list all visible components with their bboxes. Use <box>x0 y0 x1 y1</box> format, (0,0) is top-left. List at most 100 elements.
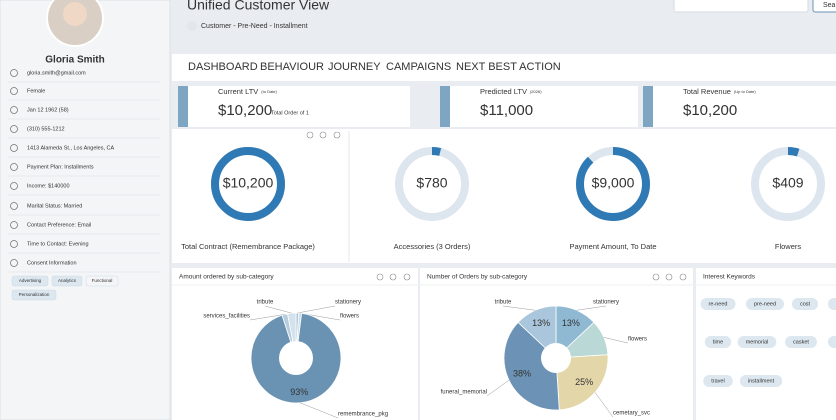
slice-label: tribute <box>495 300 512 306</box>
pie-hole <box>279 341 313 375</box>
profile-field: Jan 12 1962 (58) <box>27 107 69 113</box>
leader-line <box>576 305 607 311</box>
leader-line <box>594 392 614 418</box>
keyword-tag[interactable] <box>828 298 836 310</box>
leader-line <box>502 305 536 311</box>
leader-line <box>603 337 629 344</box>
search-box[interactable] <box>673 0 809 13</box>
slice-label: flowers <box>628 337 647 343</box>
customer-name: Gloria Smith <box>45 55 104 66</box>
kpi-note: (to Date) <box>261 89 277 94</box>
search-button[interactable] <box>812 0 836 13</box>
slice-value: 93% <box>290 387 308 397</box>
kpi-value: $10,200 <box>683 102 737 119</box>
panel-tool[interactable] <box>376 273 384 281</box>
consent-tag-label: Analytics <box>58 278 77 283</box>
field-icon <box>10 259 18 267</box>
consent-tag-label: Advertising <box>19 278 42 283</box>
gauge-fill <box>395 147 469 221</box>
consent-tag <box>85 275 119 287</box>
keyword-tag-label: memorial <box>746 339 769 345</box>
panel-tool[interactable] <box>319 131 327 139</box>
profile-field: Contact Preference: Email <box>27 222 91 228</box>
keyword-tag[interactable] <box>785 336 817 348</box>
keyword-tag[interactable] <box>704 336 732 348</box>
panel-tool[interactable] <box>333 131 341 139</box>
profile-field: Income: $140000 <box>27 183 70 189</box>
field-icon <box>10 182 18 190</box>
keyword-tag[interactable] <box>828 336 836 348</box>
pie-slice <box>555 354 609 411</box>
slice-label: services_facilities <box>203 314 250 320</box>
tab-bar <box>172 54 836 81</box>
kpi-accent <box>440 86 450 127</box>
slice-value: 13% <box>532 318 550 328</box>
subtitle-icon <box>187 21 197 31</box>
field-icon <box>10 106 18 114</box>
panel-tool[interactable] <box>403 273 411 281</box>
field-icon <box>10 87 18 95</box>
field-icon <box>10 163 18 171</box>
gauge-value: $9,000 <box>592 175 635 191</box>
nav-tab[interactable]: BEHAVIOUR <box>260 61 324 73</box>
field-icon <box>10 144 18 152</box>
keyword-tag-label: installment <box>748 378 775 384</box>
keyword-tag[interactable] <box>739 375 783 387</box>
gauge-label: Payment Amount, To Date <box>570 242 657 251</box>
consent-tag <box>11 275 49 287</box>
profile-field: Consent Information <box>27 260 77 266</box>
kpi-value: $11,000 <box>480 102 533 119</box>
gauge-label: Total Contract (Remembrance Package) <box>181 242 315 251</box>
page-subtitle: Customer - Pre-Need - Installment <box>201 23 308 30</box>
keyword-tag[interactable] <box>791 298 819 310</box>
leader-line <box>300 402 339 419</box>
keyword-tag[interactable] <box>745 298 785 310</box>
keyword-tag-label: time <box>713 339 723 345</box>
slice-value: 38% <box>513 368 531 378</box>
kpi-value: $10,200 <box>218 102 272 119</box>
keyword-tag[interactable] <box>703 375 733 387</box>
leader-line <box>249 314 285 321</box>
slice-label: remembrance_pkg <box>338 412 388 418</box>
nav-tab[interactable]: DASHBOARD <box>188 61 258 73</box>
profile-field: Marital Status: Married <box>27 203 82 209</box>
panel-tool[interactable] <box>652 273 660 281</box>
pie-slice <box>517 305 557 359</box>
search-label: Sea <box>823 2 836 9</box>
panel-tool[interactable] <box>389 273 397 281</box>
nav-tab[interactable]: CAMPAIGNS <box>386 61 451 73</box>
slice-label: funeral_memorial <box>441 390 487 396</box>
keyword-tag-label: re-need <box>709 301 728 307</box>
nav-tab[interactable]: NEXT BEST ACTION <box>456 61 561 73</box>
slice-value: 25% <box>575 377 593 387</box>
kpi-note: (2026) <box>530 89 542 94</box>
keyword-tag[interactable] <box>737 336 777 348</box>
field-icon <box>10 125 18 133</box>
profile-field: Time to Contact: Evening <box>27 241 89 247</box>
consent-tag-label: Functional <box>92 278 113 283</box>
page-title: Unified Customer View <box>187 0 330 13</box>
kpi-label: Current LTV <box>218 87 258 96</box>
kpi-accent <box>643 86 653 127</box>
slice-value: 13% <box>562 318 580 328</box>
keyword-tag-label: travel <box>711 378 724 384</box>
panel-tool[interactable] <box>679 273 687 281</box>
kpi-card <box>178 86 410 127</box>
profile-field: Payment Plan: Installments <box>27 164 94 170</box>
slice-label: stationery <box>335 300 361 306</box>
slice-label: stationery <box>593 300 619 306</box>
kpi-label: Total Revenue <box>683 87 731 96</box>
chart-title: Number of Orders by sub-category <box>427 274 528 281</box>
keywords-title: Interest Keywords <box>703 274 756 281</box>
panel-tool[interactable] <box>306 131 314 139</box>
field-icon <box>10 240 18 248</box>
nav-tab[interactable]: JOURNEY <box>328 61 381 73</box>
keyword-tag[interactable] <box>700 298 736 310</box>
kpi-sub: Total Order of 1 <box>271 110 309 116</box>
consent-tag-label: Personalization <box>19 292 50 297</box>
profile-field: gloria.smith@gmail.com <box>27 70 86 76</box>
panel-tool[interactable] <box>665 273 673 281</box>
profile-field: (310) 555-1212 <box>27 126 65 132</box>
kpi-label: Predicted LTV <box>480 87 527 96</box>
